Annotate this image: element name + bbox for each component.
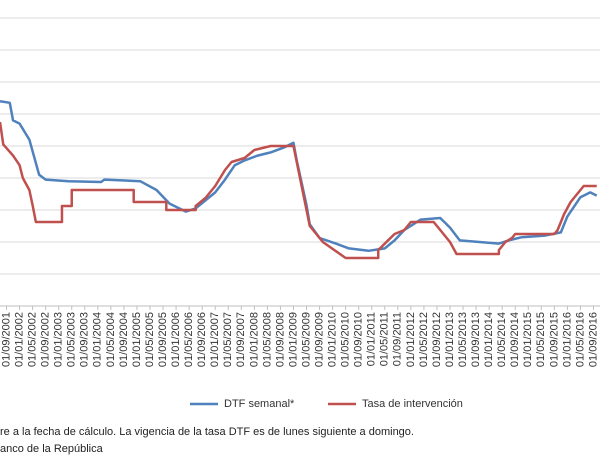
x-tick-label: 01/09/2015 (548, 312, 560, 367)
x-tick-label: 01/05/2012 (418, 312, 430, 367)
source-note: anco de la República (0, 443, 104, 455)
x-tick-label: 01/01/2005 (131, 312, 143, 367)
x-tick-label: 01/01/2013 (444, 312, 456, 367)
x-tick-label: 01/01/2011 (366, 312, 378, 366)
x-tick-label: 01/05/2011 (379, 312, 391, 366)
x-tick-label: 01/09/2013 (470, 312, 482, 367)
x-tick-label: 01/01/2009 (287, 312, 299, 367)
x-tick-label: 01/09/2007 (235, 312, 247, 367)
x-tick-label: 01/01/2008 (248, 312, 260, 367)
x-tick-label: 01/09/2005 (157, 312, 169, 367)
x-tick-label: 01/09/2001 (0, 312, 12, 367)
x-tick-label: 01/01/2014 (483, 312, 495, 367)
x-tick-label: 01/01/2012 (405, 312, 417, 367)
x-tick-label: 01/09/2002 (40, 312, 52, 367)
x-tick-label: 01/01/2015 (522, 312, 534, 367)
x-tick-label: 01/01/2016 (561, 312, 573, 367)
x-tick-label: 01/05/2005 (144, 312, 156, 367)
x-tick-label: 01/05/2004 (105, 312, 117, 367)
x-tick-label: 01/01/2002 (13, 312, 25, 367)
x-tick-label: 01/09/2004 (118, 312, 130, 367)
legend-label: DTF semanal* (224, 398, 295, 410)
x-tick-label: 01/05/2009 (300, 312, 312, 367)
x-tick-label: 01/09/2011 (392, 312, 404, 366)
x-tick-label: 01/09/2006 (196, 312, 208, 367)
x-tick-label: 01/05/2006 (183, 312, 195, 367)
x-tick-label: 01/01/2004 (92, 312, 104, 367)
footnote: re a la fecha de cálculo. La vigencia de… (0, 426, 414, 438)
x-tick-label: 01/05/2016 (574, 312, 586, 367)
x-tick-label: 01/01/2003 (53, 312, 65, 367)
x-tick-label: 01/05/2008 (261, 312, 273, 367)
x-tick-label: 01/09/2010 (353, 312, 365, 367)
x-tick-label: 01/01/2006 (170, 312, 182, 367)
x-tick-label: 01/05/2007 (222, 312, 234, 367)
x-tick-label: 01/09/2009 (313, 312, 325, 367)
x-tick-label: 01/09/2014 (509, 312, 521, 367)
x-tick-label: 01/01/2007 (209, 312, 221, 367)
legend-label: Tasa de intervención (362, 398, 463, 410)
x-tick-label: 01/09/2012 (431, 312, 443, 367)
series-line (0, 121, 597, 260)
x-tick-label: 01/05/2013 (457, 312, 469, 367)
x-tick-label: 01/05/2003 (66, 312, 78, 367)
x-tick-label: 01/05/2015 (535, 312, 547, 367)
x-tick-label: 01/05/2010 (340, 312, 352, 367)
x-tick-label: 01/09/2008 (274, 312, 286, 367)
x-tick-label: 01/09/2016 (587, 312, 599, 367)
x-tick-label: 01/01/2010 (327, 312, 339, 367)
x-tick-label: 01/09/2003 (79, 312, 91, 367)
x-tick-label: 01/05/2014 (496, 312, 508, 367)
x-tick-label: 01/05/2002 (27, 312, 39, 367)
